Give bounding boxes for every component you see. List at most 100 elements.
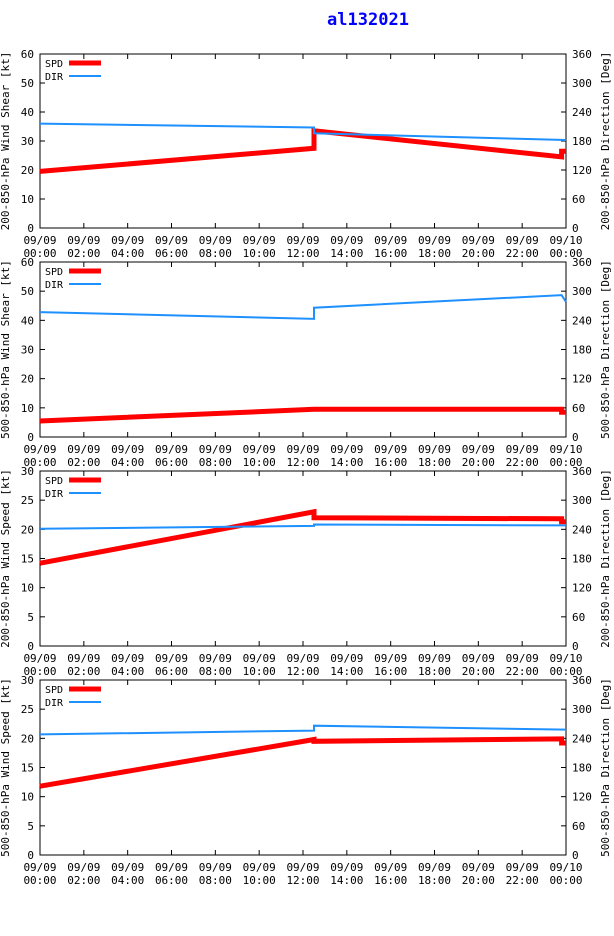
- y-tick-label: 60: [21, 48, 34, 61]
- y-axis-label: 200-850-hPa Wind Speed [kt]: [0, 469, 12, 648]
- y2-tick-label: 300: [572, 703, 592, 716]
- x-tick-label-time: 20:00: [462, 874, 495, 887]
- y-tick-label: 20: [21, 373, 34, 386]
- dir-series-line: [39, 523, 567, 530]
- x-tick-label-time: 10:00: [243, 665, 276, 678]
- legend-dir-label: DIR: [45, 72, 64, 83]
- spd-series-line: [39, 508, 566, 566]
- x-tick-label-date: 09/09: [506, 861, 539, 874]
- y-tick-label: 60: [21, 256, 34, 269]
- x-tick-label-date: 09/09: [418, 234, 451, 247]
- x-tick-label-date: 09/09: [330, 234, 363, 247]
- y2-tick-label: 120: [572, 164, 592, 177]
- x-tick-label-time: 06:00: [155, 247, 188, 260]
- x-tick-label-time: 04:00: [111, 247, 144, 260]
- x-tick-label-time: 14:00: [330, 247, 363, 260]
- x-tick-label-date: 09/09: [199, 234, 232, 247]
- y2-tick-label: 0: [572, 849, 579, 862]
- y2-tick-label: 300: [572, 285, 592, 298]
- y-tick-label: 50: [21, 285, 34, 298]
- y-tick-label: 10: [21, 402, 34, 415]
- x-tick-label-date: 09/09: [330, 443, 363, 456]
- y2-tick-label: 360: [572, 256, 592, 269]
- x-tick-label-time: 18:00: [418, 247, 451, 260]
- x-tick-label-date: 09/10: [549, 443, 582, 456]
- x-tick-label-time: 18:00: [418, 456, 451, 469]
- x-tick-label-time: 08:00: [199, 247, 232, 260]
- x-tick-label-time: 04:00: [111, 874, 144, 887]
- y-tick-label: 40: [21, 106, 34, 119]
- y2-tick-label: 300: [572, 494, 592, 507]
- x-tick-label-time: 08:00: [199, 665, 232, 678]
- y2-axis-label: 500-850-hPa Direction [Deg]: [599, 678, 612, 857]
- y2-tick-label: 240: [572, 314, 592, 327]
- y2-tick-label: 0: [572, 431, 579, 444]
- y2-tick-label: 60: [572, 611, 585, 624]
- x-tick-label-time: 12:00: [286, 456, 319, 469]
- x-tick-label-time: 20:00: [462, 456, 495, 469]
- x-tick-label-date: 09/09: [462, 443, 495, 456]
- x-tick-label-date: 09/09: [462, 652, 495, 665]
- y-tick-label: 5: [27, 611, 34, 624]
- x-tick-label-date: 09/09: [111, 652, 144, 665]
- y-tick-label: 25: [21, 494, 34, 507]
- y2-tick-label: 60: [572, 820, 585, 833]
- x-tick-label-time: 02:00: [67, 456, 100, 469]
- x-tick-label-time: 04:00: [111, 456, 144, 469]
- x-tick-label-date: 09/09: [418, 652, 451, 665]
- x-tick-label-time: 16:00: [374, 247, 407, 260]
- legend-spd-label: SPD: [45, 476, 63, 487]
- x-tick-label-time: 16:00: [374, 874, 407, 887]
- y2-tick-label: 240: [572, 106, 592, 119]
- x-tick-label-time: 00:00: [549, 247, 582, 260]
- x-tick-label-date: 09/09: [286, 652, 319, 665]
- y-tick-label: 25: [21, 703, 34, 716]
- x-tick-label-time: 22:00: [506, 456, 539, 469]
- x-tick-label-time: 04:00: [111, 665, 144, 678]
- y-tick-label: 0: [27, 431, 34, 444]
- x-tick-label-date: 09/09: [111, 861, 144, 874]
- y2-tick-label: 180: [572, 553, 592, 566]
- x-tick-label-time: 18:00: [418, 665, 451, 678]
- x-tick-label-date: 09/09: [374, 652, 407, 665]
- y2-axis-label: 200-850-hPa Direction [Deg]: [599, 469, 612, 648]
- y2-tick-label: 120: [572, 791, 592, 804]
- spd-series-line: [39, 128, 566, 174]
- y2-axis-label: 500-850-hPa Direction [Deg]: [599, 260, 612, 439]
- x-tick-label-date: 09/09: [67, 234, 100, 247]
- y-tick-label: 10: [21, 582, 34, 595]
- x-tick-label-time: 06:00: [155, 874, 188, 887]
- plot-frame: [39, 679, 567, 856]
- figure-title: al132021: [327, 10, 409, 30]
- y-tick-label: 20: [21, 523, 34, 536]
- x-tick-label-time: 00:00: [549, 665, 582, 678]
- x-tick-label-time: 22:00: [506, 247, 539, 260]
- x-tick-label-date: 09/09: [67, 443, 100, 456]
- x-tick-label-date: 09/09: [243, 652, 276, 665]
- plot-frame: [39, 53, 567, 229]
- x-tick-label-date: 09/09: [418, 861, 451, 874]
- x-tick-label-time: 10:00: [243, 247, 276, 260]
- y-tick-label: 50: [21, 77, 34, 90]
- spd-series-line: [39, 406, 566, 424]
- x-tick-label-date: 09/09: [199, 652, 232, 665]
- x-tick-label-date: 09/09: [155, 443, 188, 456]
- x-tick-label-time: 16:00: [374, 665, 407, 678]
- x-tick-label-time: 12:00: [286, 665, 319, 678]
- x-tick-label-date: 09/09: [243, 234, 276, 247]
- x-tick-label-date: 09/09: [155, 861, 188, 874]
- x-tick-label-date: 09/10: [549, 652, 582, 665]
- spd-series-line: [39, 736, 566, 789]
- y-axis-label: 200-850-hPa Wind Shear [kt]: [0, 52, 12, 231]
- x-tick-label-date: 09/09: [23, 652, 56, 665]
- x-tick-label-date: 09/10: [549, 234, 582, 247]
- x-tick-label-date: 09/09: [330, 652, 363, 665]
- x-tick-label-time: 10:00: [243, 874, 276, 887]
- legend-dir-label: DIR: [45, 489, 64, 500]
- legend-spd-label: SPD: [45, 267, 63, 278]
- x-tick-label-time: 14:00: [330, 665, 363, 678]
- legend-dir-label: DIR: [45, 698, 64, 709]
- x-tick-label-date: 09/09: [286, 443, 319, 456]
- x-tick-label-date: 09/09: [23, 861, 56, 874]
